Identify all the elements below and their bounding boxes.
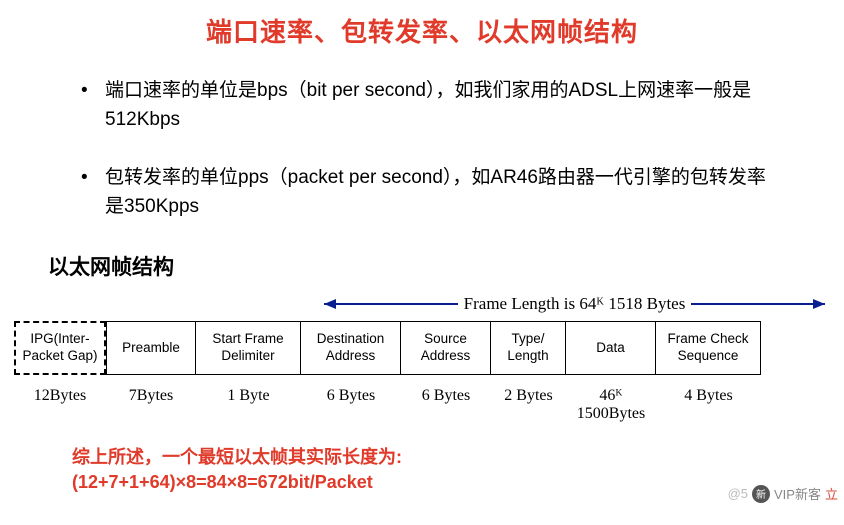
arrow-label: Frame Length is 64ᴷ 1518 Bytes [458,294,692,314]
bullet-item: • 端口速率的单位是bps（bit per second），如我们家用的ADSL… [75,77,784,134]
frame-size-label: 6 Bytes [401,387,491,423]
frame-size-label: 46ᴷ 1500Bytes [566,387,656,423]
frame-diagram: Frame Length is 64ᴷ 1518 Bytes IPG(Inter… [14,291,830,423]
watermark-text2: 立 [825,484,838,503]
frame-length-arrow: Frame Length is 64ᴷ 1518 Bytes [14,291,830,321]
frame-cell: IPG(Inter-Packet Gap) [14,321,106,375]
frame-size-label: 1 Byte [196,387,301,423]
frame-sizes-row: 12Bytes7Bytes1 Byte6 Bytes6 Bytes2 Bytes… [14,387,830,423]
frame-cell: Data [566,321,656,375]
frame-size-label: 7Bytes [106,387,196,423]
watermark-badge-icon: 新 [752,485,770,503]
bullet-list: • 端口速率的单位是bps（bit per second），如我们家用的ADSL… [75,77,784,221]
main-title: 端口速率、包转发率、以太网帧结构 [0,0,844,49]
arrow-right [691,303,825,305]
frame-cell: Frame Check Sequence [656,321,761,375]
bullet-text: 包转发率的单位pps（packet per second），如AR46路由器一代… [105,164,784,221]
frame-size-label: 6 Bytes [301,387,401,423]
bullet-dot: • [75,77,105,134]
frame-size-label: 12Bytes [14,387,106,423]
frame-table: IPG(Inter-Packet Gap)PreambleStart Frame… [14,321,830,375]
frame-cell: Type/ Length [491,321,566,375]
frame-cell: Start Frame Delimiter [196,321,301,375]
conclusion-line1: 综上所述，一个最短以太帧其实际长度为: [72,445,844,470]
watermark: @5 新 VIP新客 立 [728,484,838,503]
section-subtitle: 以太网帧结构 [48,251,844,281]
frame-size-label: 2 Bytes [491,387,566,423]
watermark-at: @5 [728,486,748,501]
frame-cell: Destination Address [301,321,401,375]
bullet-item: • 包转发率的单位pps（packet per second），如AR46路由器… [75,164,784,221]
arrow-left [324,303,458,305]
frame-cell: Preamble [106,321,196,375]
bullet-text: 端口速率的单位是bps（bit per second），如我们家用的ADSL上网… [105,77,784,134]
frame-size-label: 4 Bytes [656,387,761,423]
bullet-dot: • [75,164,105,221]
watermark-text: VIP新客 [774,484,821,503]
frame-cell: Source Address [401,321,491,375]
